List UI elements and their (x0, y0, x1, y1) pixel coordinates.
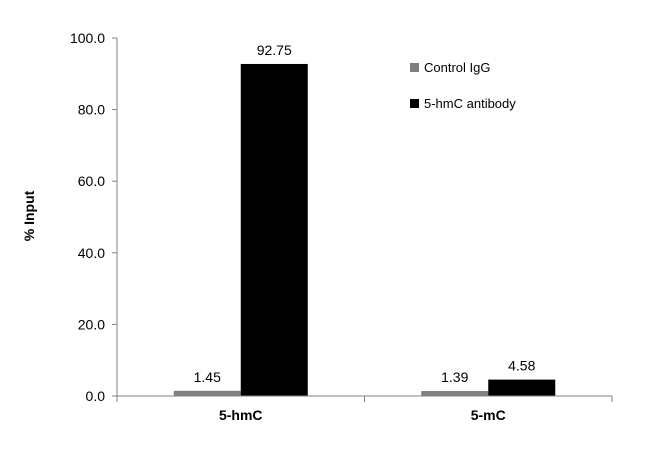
y-axis-title: % Input (21, 190, 37, 241)
legend-swatch (410, 99, 419, 108)
x-category-label: 5-mC (471, 407, 506, 423)
y-tick-label: 60.0 (78, 173, 105, 189)
bar-5-hmc-antibody-5-hmc (240, 63, 308, 397)
bar-control-igg-5-hmc (173, 390, 241, 396)
bar-value-label: 1.45 (194, 369, 221, 385)
y-tick-label: 100.0 (70, 30, 105, 46)
legend-swatch (410, 63, 419, 72)
bar-value-label: 1.39 (441, 369, 468, 385)
y-tick-label: 40.0 (78, 245, 105, 261)
y-tick-label: 20.0 (78, 316, 105, 332)
bar-value-label: 92.75 (257, 42, 292, 58)
y-tick-label: 80.0 (78, 102, 105, 118)
bar-5-hmc-antibody-5-mc (488, 379, 556, 396)
bar-control-igg-5-mc (421, 391, 489, 396)
legend-label: 5-hmC antibody (424, 96, 516, 111)
bar-value-label: 4.58 (508, 358, 535, 374)
y-tick-label: 0.0 (86, 388, 106, 404)
x-category-label: 5-hmC (219, 407, 263, 423)
legend-label: Control IgG (424, 60, 490, 75)
